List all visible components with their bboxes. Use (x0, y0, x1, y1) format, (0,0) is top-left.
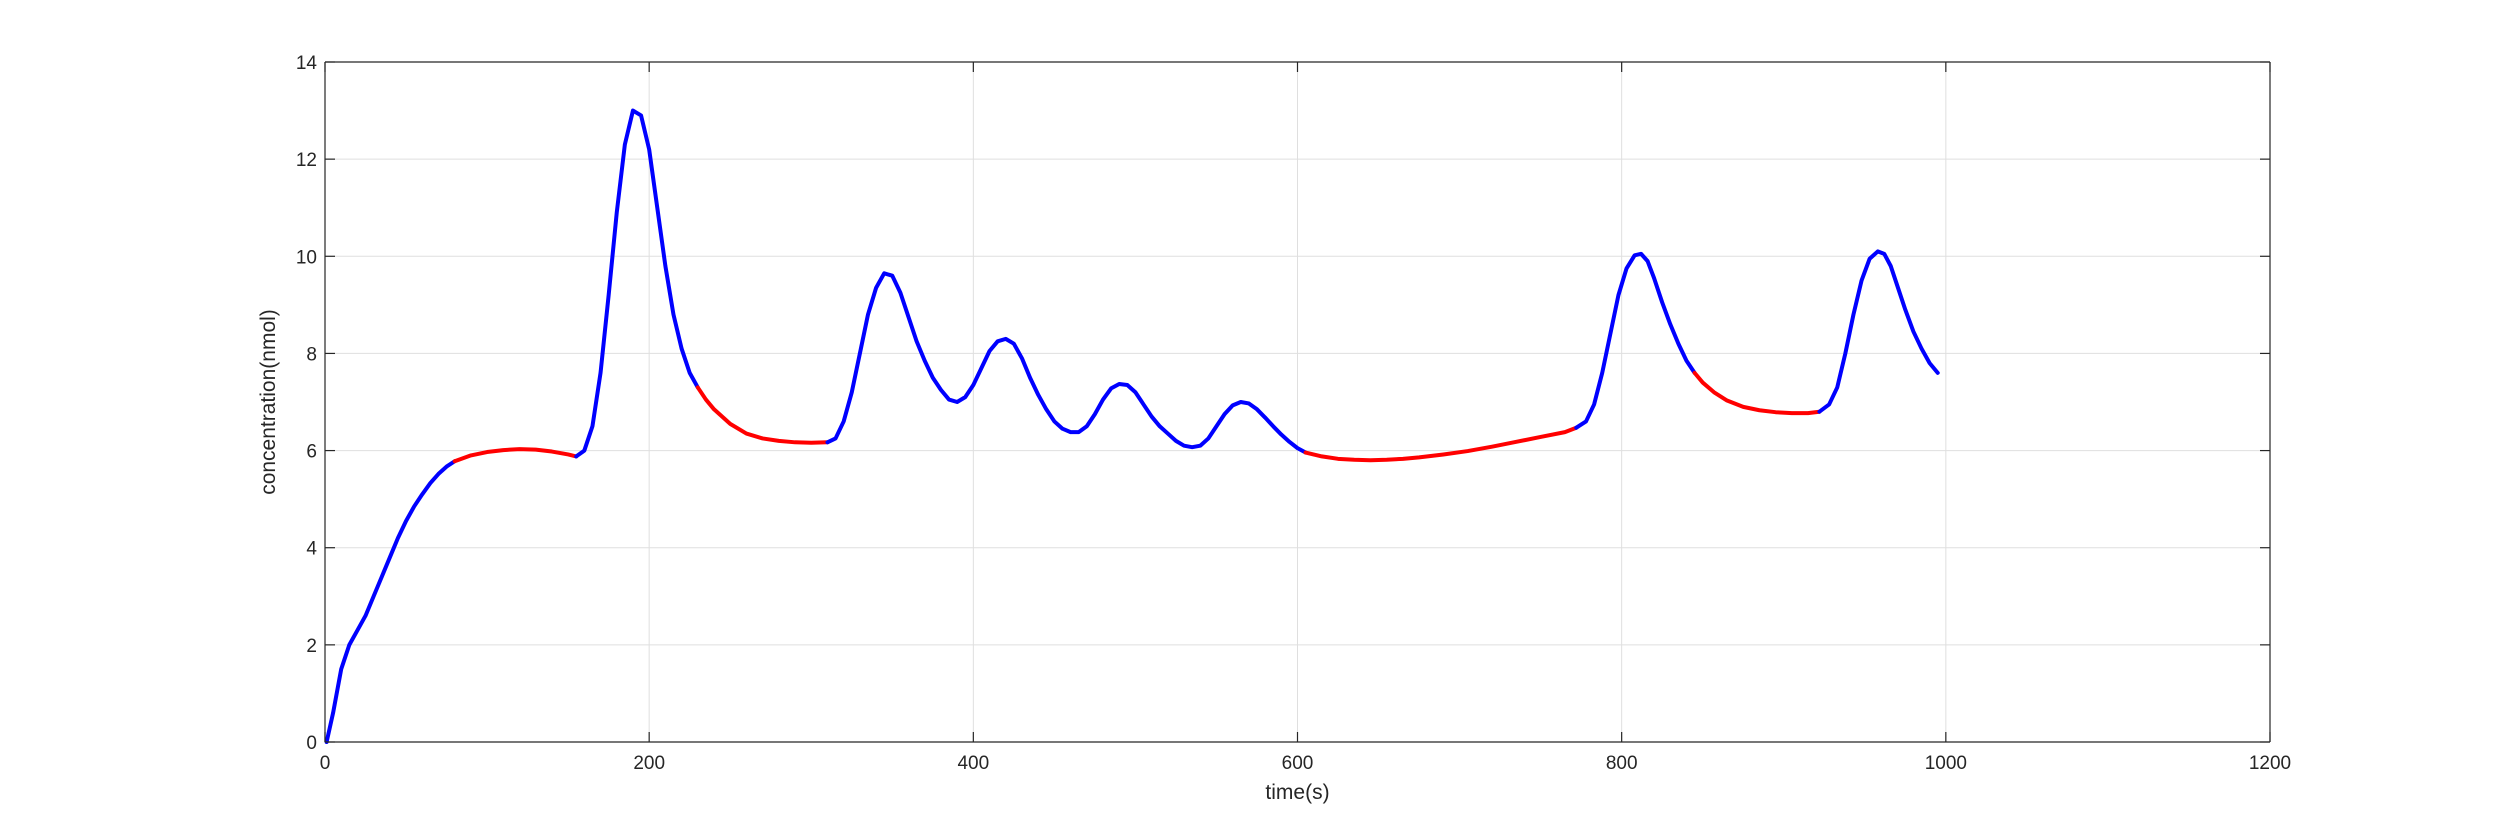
axes (324, 61, 2271, 743)
y-tick-label-2: 2 (306, 636, 317, 657)
y-tick-label-6: 6 (306, 442, 317, 463)
y-tick-label-0: 0 (306, 733, 317, 754)
series-segment-red-1 (452, 447, 579, 464)
tick-labels: 0 200 400 600 800 1000 1200 0 2 4 6 8 10 12 14 (296, 53, 2291, 774)
y-tick-label-8: 8 (306, 344, 317, 365)
x-tick-label-400: 400 (957, 753, 989, 774)
y-tick-label-10: 10 (296, 247, 317, 268)
series-segment-blue-2 (574, 108, 700, 459)
y-axis-label: concentration(nmol) (257, 309, 280, 495)
y-tick-label-14: 14 (296, 53, 318, 74)
y-tick-label-4: 4 (306, 539, 317, 560)
x-tick-label-600: 600 (1282, 753, 1314, 774)
x-axis-label: time(s) (1265, 781, 1329, 804)
series-segment-blue-8 (1817, 249, 1940, 414)
series-segment-red-7 (1692, 370, 1822, 416)
series-segment-red-3 (695, 385, 830, 445)
y-tick-label-12: 12 (296, 150, 317, 171)
series-segment-blue-4 (825, 271, 1308, 455)
series-segment-red-5 (1303, 425, 1579, 463)
x-tick-label-1200: 1200 (2249, 753, 2291, 774)
x-tick-label-800: 800 (1606, 753, 1638, 774)
x-tick-label-1000: 1000 (1925, 753, 1967, 774)
x-tick-label-200: 200 (633, 753, 665, 774)
series-segment-blue-6 (1574, 251, 1697, 430)
x-tick-label-0: 0 (320, 753, 331, 774)
series-segment-blue-0 (324, 459, 457, 744)
series-layer (324, 108, 1940, 744)
